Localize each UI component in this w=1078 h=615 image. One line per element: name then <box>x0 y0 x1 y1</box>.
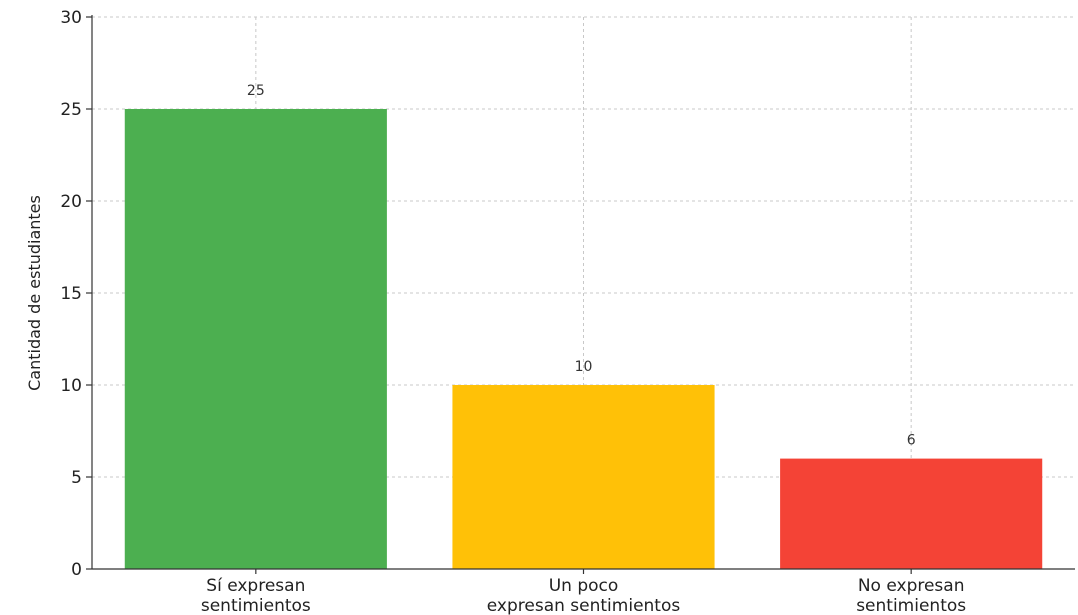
data-labels: 25 10 6 <box>247 83 916 449</box>
y-tick-label: 10 <box>60 376 82 396</box>
y-tick-labels: 0 5 10 15 20 25 30 <box>60 8 82 580</box>
bar <box>780 458 1043 569</box>
bar <box>452 385 715 569</box>
y-axis-label: Cantidad de estudiantes <box>25 195 44 391</box>
bar-value-label: 6 <box>907 433 916 449</box>
x-category-label: Sí expresan <box>206 576 305 596</box>
x-category-label: sentimientos <box>201 596 311 615</box>
x-category-label: Un poco <box>549 576 619 596</box>
x-category-label: sentimientos <box>856 596 966 615</box>
y-tick-label: 5 <box>71 468 82 488</box>
bar <box>124 109 387 569</box>
y-tick-label: 25 <box>60 100 82 120</box>
y-tick-label: 20 <box>60 192 82 212</box>
y-tick-label: 15 <box>60 284 82 304</box>
x-category-label: expresan sentimientos <box>487 596 681 615</box>
bar-value-label: 25 <box>247 83 265 99</box>
axes <box>86 15 1075 574</box>
bars <box>124 109 1043 569</box>
y-tick-label: 30 <box>60 8 82 28</box>
bar-value-label: 10 <box>575 359 593 375</box>
y-tick-label: 0 <box>71 560 82 580</box>
x-category-label: No expresan <box>858 576 965 596</box>
